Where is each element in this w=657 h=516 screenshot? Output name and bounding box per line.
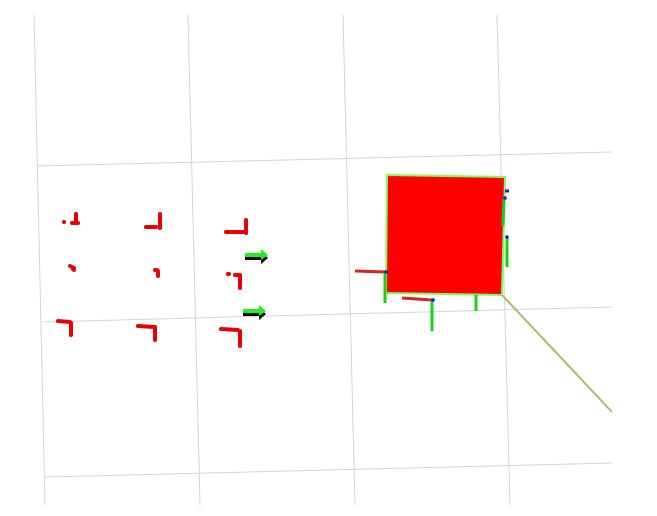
pose-arrow: [243, 305, 266, 316]
pose-arrow: [245, 249, 268, 260]
x-axis: [401, 296, 433, 302]
grid-line: [44, 462, 613, 478]
grid-line: [36, 151, 613, 167]
y-axis: [501, 197, 506, 227]
frame-axes: [354, 189, 509, 331]
point-cloud-segment: [56, 319, 72, 324]
grid-line: [33, 14, 46, 506]
path-line: [501, 294, 613, 413]
z-axis: [503, 196, 507, 200]
grid-line: [187, 14, 201, 506]
z-axis: [431, 298, 435, 302]
grid: [33, 14, 613, 506]
pose-arrows: [243, 249, 268, 320]
grid-line: [342, 14, 356, 506]
point-cloud-segment: [71, 267, 76, 272]
z-axis: [384, 270, 388, 274]
x-axis: [354, 269, 387, 274]
point-cloud-segment: [136, 324, 156, 329]
point-cloud: [56, 212, 248, 348]
z-axis: [505, 235, 509, 239]
point-cloud-segment: [219, 327, 240, 332]
obstacle-box: [384, 173, 507, 297]
